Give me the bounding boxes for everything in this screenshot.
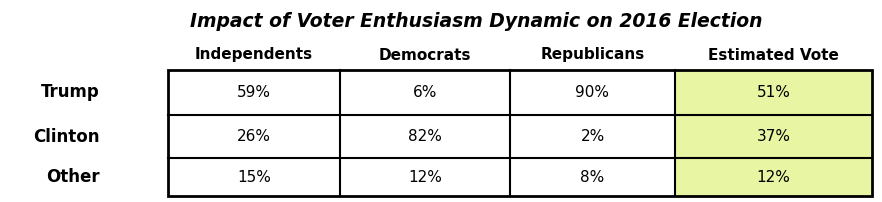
Text: Clinton: Clinton: [34, 127, 100, 145]
Text: Republicans: Republicans: [541, 47, 645, 62]
Text: 82%: 82%: [408, 129, 442, 144]
Text: 37%: 37%: [757, 129, 790, 144]
Text: 26%: 26%: [237, 129, 271, 144]
Text: 12%: 12%: [757, 169, 790, 184]
Text: 51%: 51%: [757, 85, 790, 100]
Text: Other: Other: [47, 168, 100, 186]
Text: Independents: Independents: [195, 47, 313, 62]
Text: 2%: 2%: [580, 129, 605, 144]
Text: 6%: 6%: [413, 85, 437, 100]
Text: Impact of Voter Enthusiasm Dynamic on 2016 Election: Impact of Voter Enthusiasm Dynamic on 20…: [190, 12, 763, 31]
Text: 59%: 59%: [237, 85, 271, 100]
Text: 15%: 15%: [237, 169, 271, 184]
Text: 12%: 12%: [408, 169, 442, 184]
Text: Democrats: Democrats: [378, 47, 471, 62]
Text: 8%: 8%: [580, 169, 605, 184]
Text: 90%: 90%: [575, 85, 609, 100]
Text: Trump: Trump: [41, 83, 100, 101]
Text: Estimated Vote: Estimated Vote: [708, 47, 839, 62]
